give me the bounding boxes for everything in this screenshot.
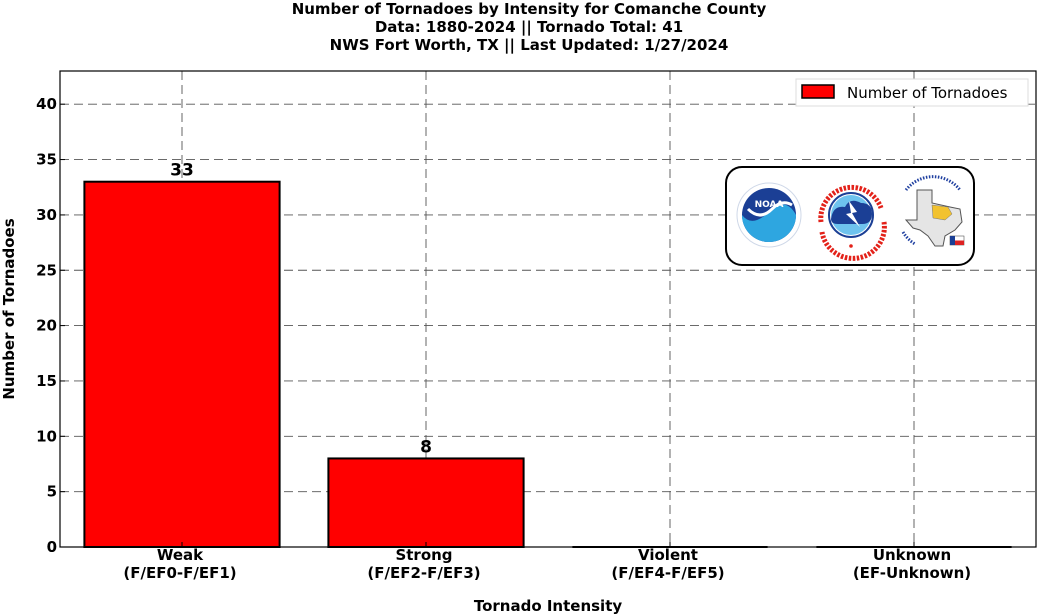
y-tick-label: 40 [36,95,57,113]
legend-label: Number of Tornadoes [847,84,1008,102]
legend-swatch [801,84,835,99]
x-tick-label: Weak [157,546,204,564]
bar [327,457,525,548]
logo-panel: NOAA [725,166,975,266]
x-tick-label: Strong [395,546,452,564]
y-tick-label: 0 [47,538,57,556]
x-tick-label: (F/EF4-F/EF5) [611,564,724,582]
noaa-logo-text: NOAA [755,200,784,210]
y-tick-label: 30 [36,206,57,224]
bar [83,180,281,549]
data-labels: 33 8 [170,161,432,458]
x-tick-label: (EF-Unknown) [853,564,971,582]
legend: Number of Tornadoes [795,78,1029,107]
chart-title-line: NWS Fort Worth, TX || Last Updated: 1/27… [330,36,729,55]
x-axis-ticks: Weak(F/EF0-F/EF1) Strong(F/EF2-F/EF3) Viol… [123,542,971,582]
chart-title-line: Number of Tornadoes by Intensity for Com… [292,0,767,18]
y-axis-label: Number of Tornadoes [0,218,18,399]
y-tick-label: 25 [36,261,57,279]
data-label: 33 [170,161,194,181]
y-tick-label: 15 [36,372,57,390]
y-tick-label: 5 [47,483,57,501]
data-label: 8 [420,437,432,457]
nws-fort-worth-logo [899,175,967,249]
chart-title: Number of Tornadoes by Intensity for Com… [292,0,767,55]
y-tick-label: 35 [36,151,57,169]
y-tick-label: 20 [36,317,57,335]
national-weather-service-logo [818,182,887,261]
x-tick-label: Violent [638,546,698,564]
x-axis-label: Tornado Intensity [474,597,623,615]
plot-frame [59,70,1037,548]
x-tick-label: (F/EF0-F/EF1) [123,564,236,582]
x-tick-label: Unknown [873,546,951,564]
x-tick-label: (F/EF2-F/EF3) [367,564,480,582]
y-tick-label: 10 [36,427,57,445]
legend-box [795,78,1029,107]
y-axis-ticks: 0 5 10 15 20 25 30 35 40 [36,95,65,556]
noaa-logo: NOAA [736,182,802,248]
bars [83,180,1012,549]
chart-title-line: Data: 1880-2024 || Tornado Total: 41 [375,18,683,37]
